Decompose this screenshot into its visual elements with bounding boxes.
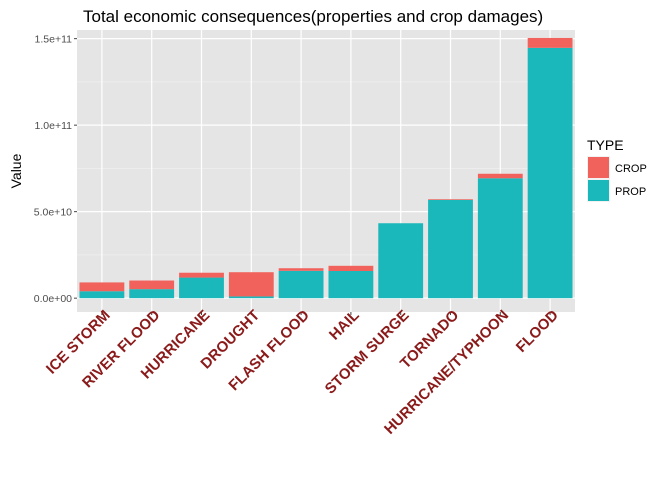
bar-prop [129,289,175,299]
bar-crop [428,199,473,200]
bar-prop [79,291,125,299]
bar-prop [477,178,523,299]
y-tick-label: 5.0e+10 [34,207,72,219]
y-tick-label: 1.5e+11 [35,34,73,46]
x-tick-label: FLOOD [513,307,562,356]
bar-prop [428,199,473,299]
y-tick-label: 0.0e+00 [34,293,72,305]
legend-swatch-crop [588,157,609,178]
chart-title: Total economic consequences(properties a… [83,7,543,26]
legend-swatch-prop [588,180,609,201]
bar-prop [378,223,424,299]
bar-crop [278,268,324,271]
bar-crop [228,272,274,297]
y-axis-label: Value [8,153,24,188]
bar-prop [328,270,374,299]
bar-crop [179,272,224,278]
bar-crop [129,280,175,290]
bar-crop [328,265,374,271]
bar-prop [179,277,224,299]
bar-prop [228,296,274,299]
legend-label: PROP [615,186,646,198]
legend-title: TYPE [587,137,624,153]
x-tick-label: HAIL [326,307,363,344]
bar-prop [527,47,573,299]
bar-prop [278,270,324,299]
legend-label: CROP [615,163,647,175]
bar-crop [79,282,125,292]
bar-crop [527,37,573,48]
bar-crop [477,173,523,179]
x-tick-label: STORM SURGE [322,307,413,398]
y-tick-label: 1.0e+11 [35,120,73,132]
